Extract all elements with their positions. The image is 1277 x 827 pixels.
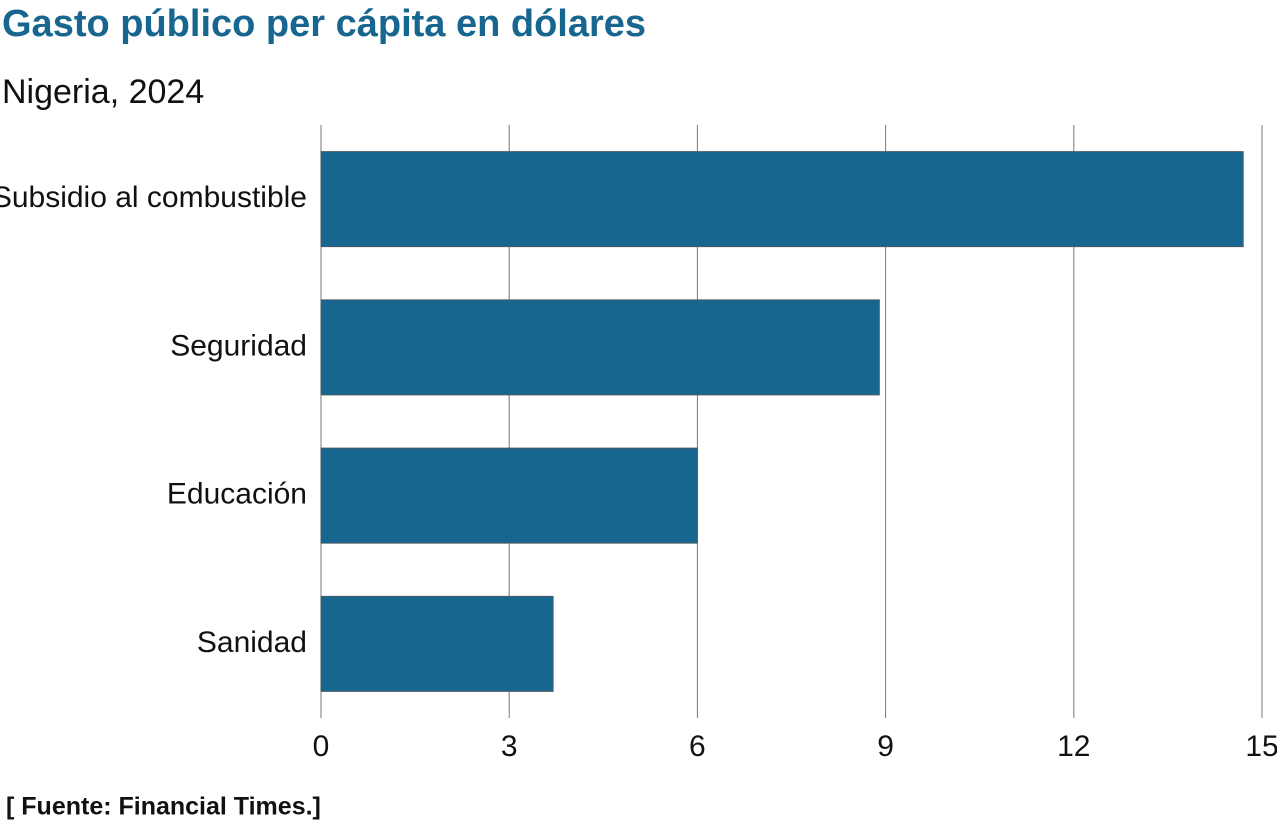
bar [320,595,554,692]
x-tick-label: 9 [877,730,894,763]
chart-subtitle: Nigeria, 2024 [2,73,204,111]
x-tick-label: 15 [1245,730,1277,763]
y-tick-label: Subsidio al combustible [0,181,307,214]
bar [320,151,1244,248]
x-tick-label: 12 [1057,730,1090,763]
y-tick-label: Sanidad [197,626,307,659]
y-tick-label: Educación [167,478,307,511]
x-tick-label: 6 [689,730,706,763]
x-tick-label: 3 [501,730,518,763]
bar [320,447,698,544]
x-tick-label: 0 [313,730,330,763]
y-tick-label: Seguridad [170,329,307,362]
source-note: [ Fuente: Financial Times.] [6,793,321,821]
bar [320,299,880,396]
chart-title: Gasto público per cápita en dólares [2,3,646,45]
